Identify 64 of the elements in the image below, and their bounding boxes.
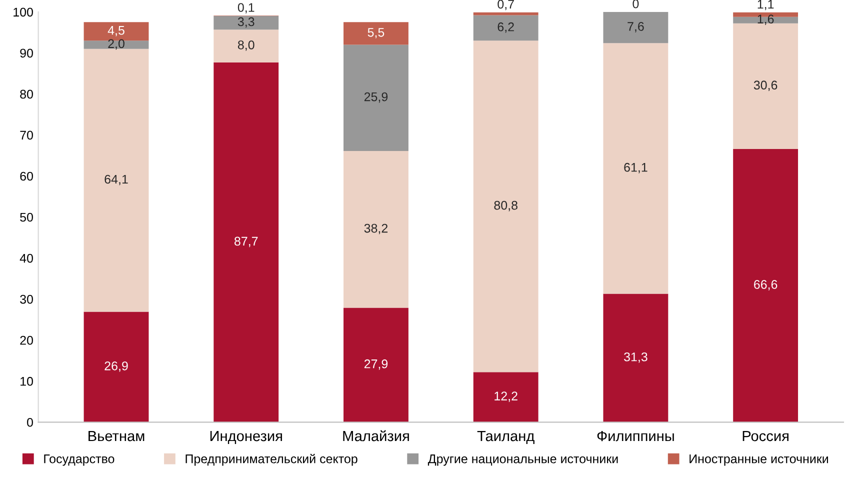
legend-label: Иностранные источники (690, 454, 828, 466)
legend-label: Другие национальные источники (428, 454, 618, 466)
legend-label: Государство (44, 454, 114, 466)
y-tick-label: 0 (27, 418, 33, 427)
data-label: 87,7 (234, 236, 258, 248)
y-tick-label: 80 (20, 90, 33, 99)
bar (84, 22, 149, 41)
x-tick-label: Россия (742, 431, 788, 442)
y-tick-label: 90 (20, 48, 33, 58)
bar (733, 16, 798, 24)
data-label: 26,9 (104, 361, 128, 372)
data-label: 7,6 (628, 22, 644, 32)
bar (733, 148, 798, 422)
data-label: 1,1 (758, 0, 774, 10)
bar (214, 16, 279, 30)
bar (344, 44, 408, 151)
bar (344, 308, 408, 422)
data-label: 38,2 (364, 224, 388, 234)
bar (84, 312, 149, 422)
bar (344, 22, 408, 45)
data-label: 66,6 (754, 280, 778, 290)
bar (473, 372, 538, 422)
y-tick-label: 100 (14, 8, 33, 17)
y-tick-label: 20 (20, 336, 33, 345)
data-label: 12,2 (494, 392, 518, 402)
x-tick-label: Филиппины (597, 430, 674, 442)
x-tick-label: Малайзия (343, 430, 409, 442)
data-label: 5,5 (368, 28, 384, 38)
data-label: 30,6 (754, 80, 778, 92)
bar (733, 23, 798, 149)
bar (603, 43, 668, 294)
y-tick-label: 40 (20, 254, 33, 263)
data-label: 4,5 (108, 26, 124, 36)
bar (344, 150, 408, 308)
bar (603, 294, 668, 422)
y-tick-label: 70 (20, 130, 33, 140)
y-tick-label: 50 (20, 212, 33, 222)
data-label: 0,1 (238, 3, 254, 14)
bar (603, 12, 668, 44)
data-label: 61,1 (624, 162, 648, 174)
bar (473, 15, 538, 41)
data-label: 0,7 (498, 0, 514, 10)
bar (84, 40, 149, 49)
data-label: 64,1 (104, 174, 128, 186)
x-tick-label: Вьетнам (88, 431, 144, 442)
data-label: 1,6 (758, 14, 774, 25)
legend-label: Предпринимательский сектор (186, 454, 358, 466)
data-label: 2,0 (108, 39, 124, 50)
data-label: 6,2 (498, 22, 514, 33)
data-label: 3,3 (238, 17, 254, 28)
y-tick-label: 30 (20, 294, 33, 304)
bar (84, 48, 149, 312)
y-tick-label: 10 (20, 376, 33, 386)
x-tick-label: Таиланд (477, 431, 534, 444)
bar (214, 30, 279, 62)
data-label: 8,0 (238, 40, 254, 51)
data-label: 27,9 (364, 359, 388, 370)
data-label: 80,8 (494, 200, 518, 212)
x-tick-label: Индонезия (210, 431, 282, 444)
bar (214, 62, 279, 422)
bar (473, 40, 538, 372)
data-label: 25,9 (364, 92, 388, 103)
data-label: 31,3 (624, 352, 648, 363)
y-tick-label: 60 (20, 172, 33, 181)
